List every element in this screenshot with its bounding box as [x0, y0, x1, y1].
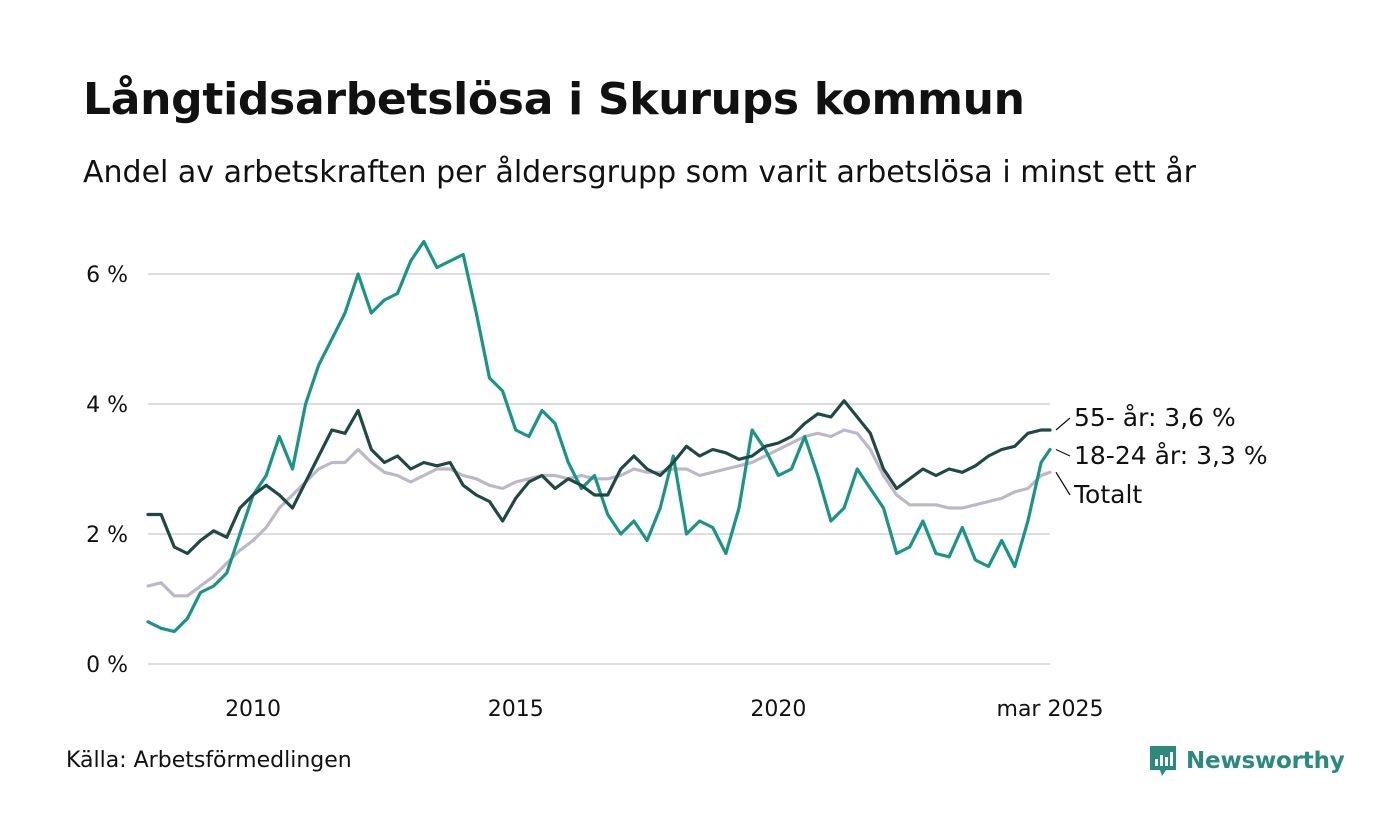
- source-note: Källa: Arbetsförmedlingen: [66, 748, 352, 773]
- x-tick-label: 2020: [750, 697, 806, 722]
- x-tick-label: mar 2025: [997, 697, 1104, 722]
- newsworthy-logo-icon: [1150, 746, 1176, 776]
- series-end-label: 18-24 år: 3,3 %: [1074, 441, 1268, 470]
- series-end-label: 55- år: 3,6 %: [1074, 403, 1236, 432]
- series-end-label: Totalt: [1073, 480, 1142, 509]
- series-lines: [146, 239, 1052, 634]
- brand-name: Newsworthy: [1186, 748, 1345, 774]
- y-tick-label: 2 %: [86, 523, 128, 548]
- gridlines: [148, 273, 1050, 665]
- brand-logo: Newsworthy: [1148, 744, 1345, 778]
- y-tick-label: 4 %: [86, 393, 128, 418]
- chart-subtitle: Andel av arbetskraften per åldersgrupp s…: [83, 155, 1196, 190]
- label-leader-line: [1055, 448, 1071, 457]
- series-line-total: [146, 428, 1052, 598]
- label-leader-line: [1055, 471, 1071, 496]
- chart-title: Långtidsarbetslösa i Skurups kommun: [83, 74, 1025, 125]
- series-line-age18: [146, 239, 1052, 634]
- y-tick-label: 0 %: [86, 653, 128, 678]
- x-axis-ticks: 2010 2015 2020 mar 2025: [225, 697, 1103, 722]
- y-tick-label: 6 %: [86, 263, 128, 288]
- series-end-labels: 55- år: 3,6 % 18-24 år: 3,3 % Totalt: [1055, 403, 1268, 509]
- label-leader-line: [1055, 417, 1071, 431]
- y-axis-ticks: 0 % 2 % 4 % 6 %: [86, 263, 128, 678]
- x-tick-label: 2010: [225, 697, 281, 722]
- x-tick-label: 2015: [488, 697, 544, 722]
- series-line-age55: [146, 399, 1052, 556]
